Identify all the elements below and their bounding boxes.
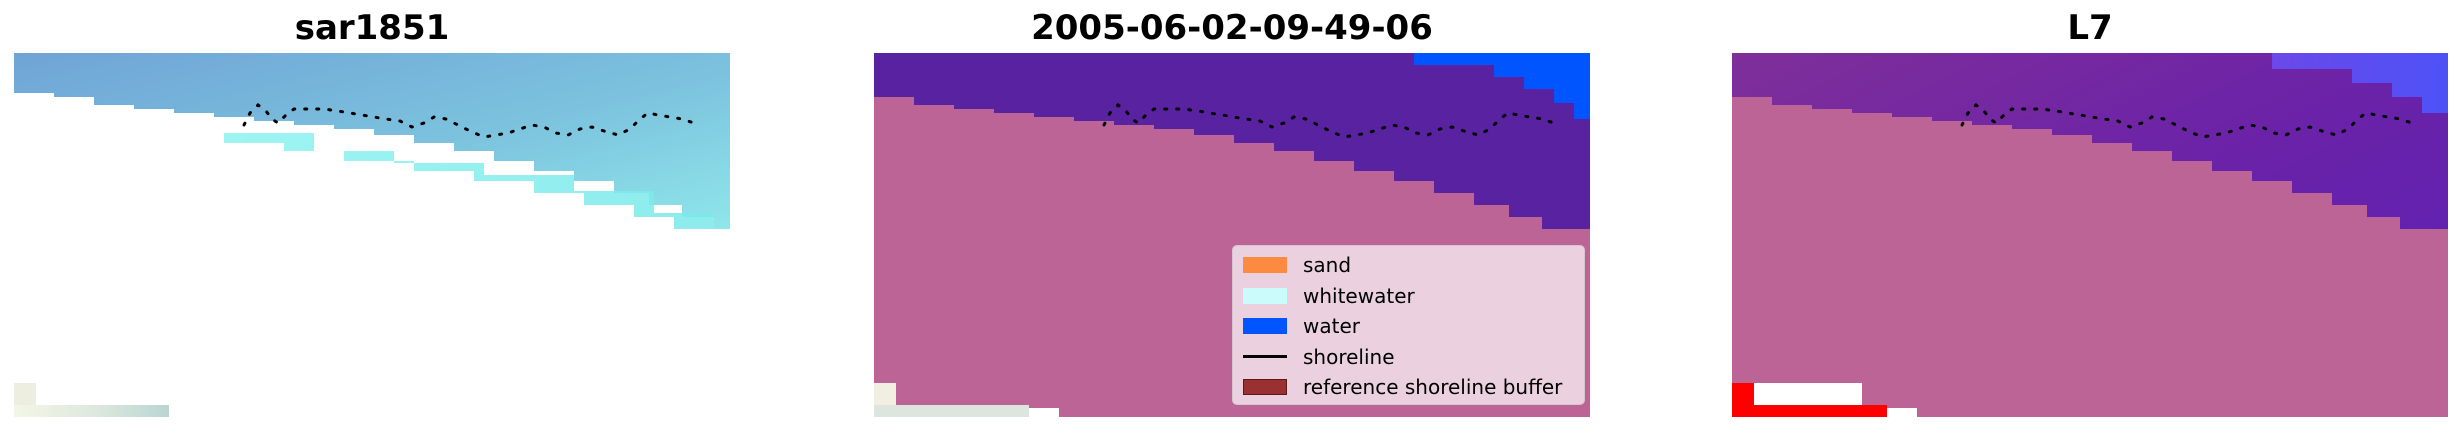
legend-label-sand: sand [1303,253,1352,278]
sar-shoreline [242,103,696,139]
sar-image-panel [14,53,730,417]
legend-swatch-reference-buffer [1243,379,1287,396]
legend-swatch-whitewater [1243,287,1287,304]
legend-label-reference-buffer: reference shoreline buffer [1303,375,1563,400]
legend-label-whitewater: whitewater [1303,283,1415,308]
class-shoreline [1102,103,1556,139]
legend-line-shoreline [1243,355,1287,359]
legend-item-sand: sand [1243,250,1574,281]
l7-panel [1732,53,2448,417]
sar-whitewater-area [224,133,714,229]
panel-title-l7: L7 [2067,8,2113,48]
legend-label-water: water [1303,314,1360,339]
legend-item-reference-buffer: reference shoreline buffer [1243,372,1574,403]
panel-title-classification: 2005-06-02-09-49-06 [1031,8,1433,48]
legend-swatch-sand [1243,257,1287,274]
sar-image [14,53,730,417]
l7-image [1732,53,2448,417]
class-water-bright [1414,53,1590,119]
legend-item-whitewater: whitewater [1243,281,1574,312]
sar-water-area [14,53,730,229]
legend-swatch-water [1243,318,1287,335]
l7-shoreline [1960,103,2414,139]
l7-land-overlay [1732,97,2448,417]
legend-item-water: water [1243,311,1574,342]
panel-title-sar1851: sar1851 [294,8,450,48]
legend: sand whitewater water shoreline referenc… [1232,245,1585,405]
legend-item-shoreline: shoreline [1243,342,1574,373]
legend-label-shoreline: shoreline [1303,344,1395,369]
l7-water-bright [2272,53,2448,113]
